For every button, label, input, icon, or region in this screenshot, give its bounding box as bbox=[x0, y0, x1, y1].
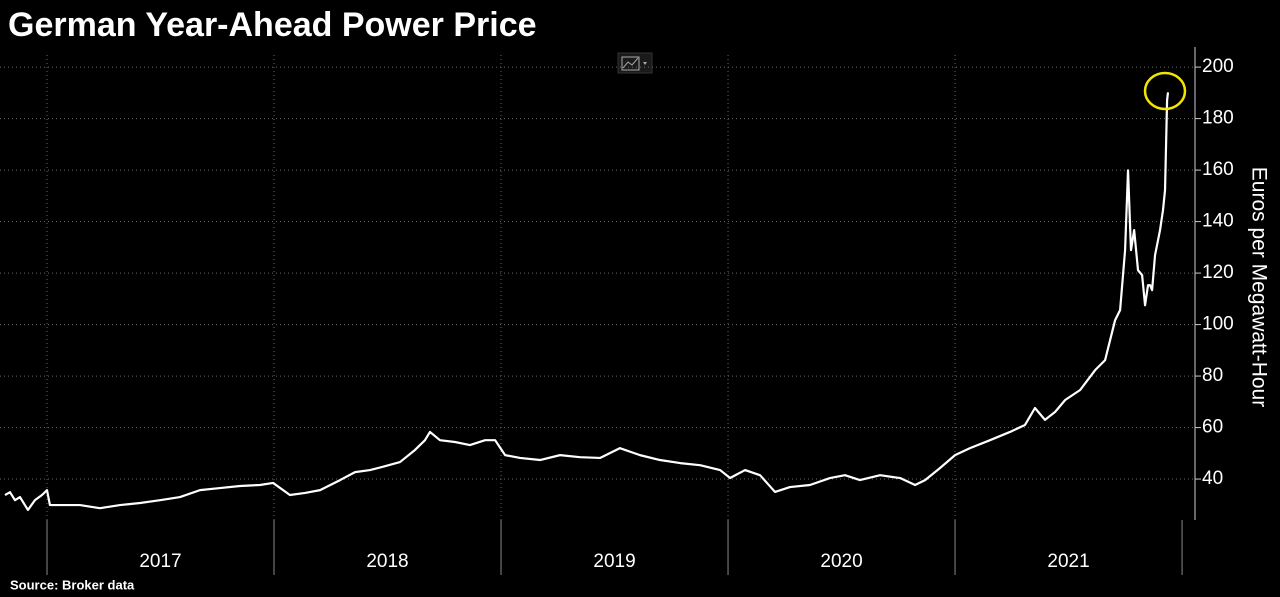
y-tick-label: 40 bbox=[1202, 468, 1223, 489]
y-tick-label: 120 bbox=[1202, 262, 1234, 283]
y-tick-label: 140 bbox=[1202, 211, 1234, 232]
source-note: Source: Broker data bbox=[10, 577, 135, 592]
chart-title: German Year-Ahead Power Price bbox=[8, 6, 537, 44]
y-tick-label: 100 bbox=[1202, 314, 1234, 335]
y-axis-label: Euros per Megawatt-Hour bbox=[1247, 167, 1270, 407]
x-tick-label: 2021 bbox=[1047, 551, 1089, 572]
chart-icon bbox=[617, 52, 653, 74]
y-tick-label: 160 bbox=[1202, 159, 1234, 180]
y-tick-label: 60 bbox=[1202, 417, 1223, 438]
x-tick-label: 2019 bbox=[593, 551, 635, 572]
x-tick-label: 2017 bbox=[139, 551, 181, 572]
price-line bbox=[4, 92, 1170, 512]
x-tick-label: 2018 bbox=[366, 551, 408, 572]
x-tick-label: 2020 bbox=[820, 551, 862, 572]
y-tick-label: 180 bbox=[1202, 108, 1234, 129]
y-tick-label: 200 bbox=[1202, 56, 1234, 77]
y-tick-label: 80 bbox=[1202, 365, 1223, 386]
highlight-circle bbox=[1143, 71, 1187, 111]
